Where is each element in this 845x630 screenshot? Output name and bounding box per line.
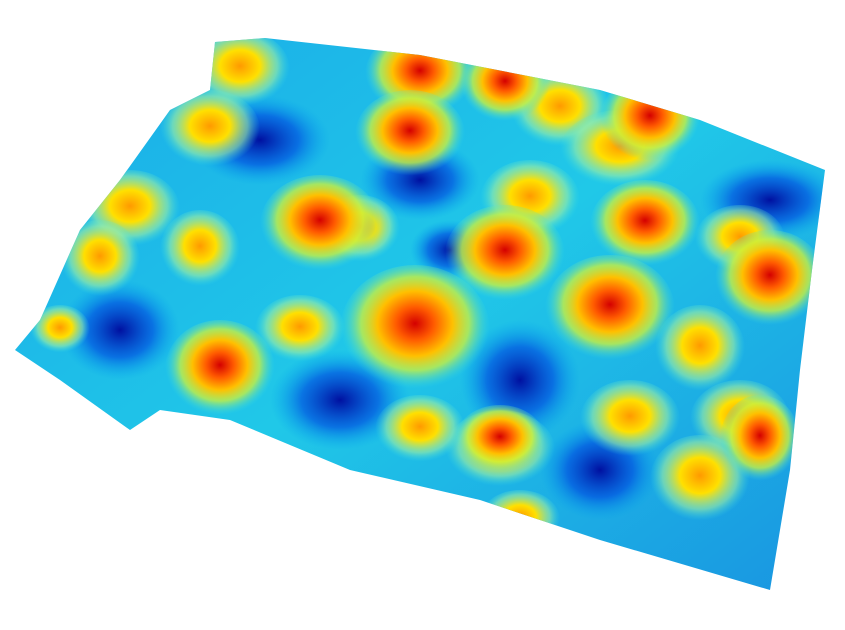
surface-peak xyxy=(165,320,275,420)
surface-peak xyxy=(600,75,700,165)
surface-peak xyxy=(355,90,465,180)
surface-peak xyxy=(715,230,825,330)
surface-peak xyxy=(260,175,380,275)
surface-hill xyxy=(580,380,680,460)
surface-hill xyxy=(190,38,290,110)
surface-valley xyxy=(60,280,180,380)
surface-peak xyxy=(445,205,565,305)
surface-hill xyxy=(655,305,745,395)
surface-hill xyxy=(60,220,140,300)
surface-hill xyxy=(160,210,240,290)
surface-peak xyxy=(590,180,700,270)
surface-hill xyxy=(375,395,465,465)
surface-hill xyxy=(160,90,260,170)
surface-hill xyxy=(480,490,560,550)
surface-peak xyxy=(720,395,800,485)
surface-peak xyxy=(545,255,675,365)
surface-hill xyxy=(255,295,345,365)
surface-peak xyxy=(340,265,490,395)
surface-peak xyxy=(455,405,545,475)
surface-hill xyxy=(30,305,90,355)
surface-peak xyxy=(460,45,550,125)
